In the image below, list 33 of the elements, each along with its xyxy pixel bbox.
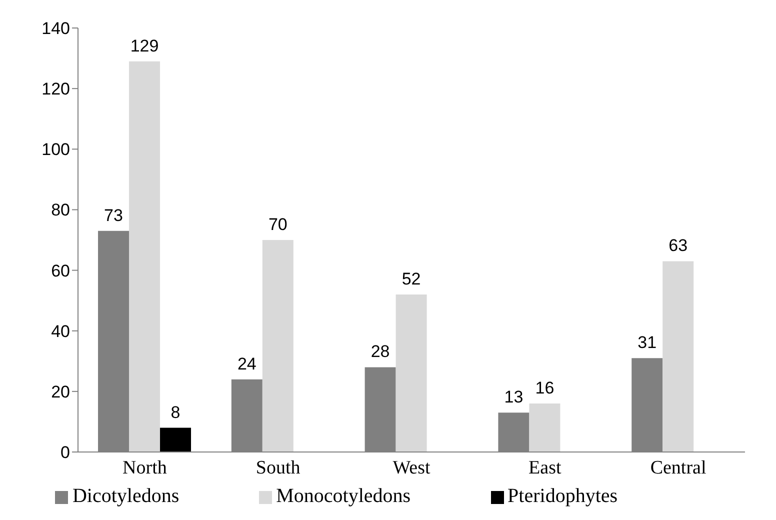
data-label: 63 xyxy=(668,236,688,256)
data-label: 28 xyxy=(370,342,390,362)
y-tick-label: 0 xyxy=(60,443,70,462)
data-label: 31 xyxy=(638,333,657,352)
legend-label: Monocotyledons xyxy=(276,485,411,507)
legend-label: Dicotyledons xyxy=(72,485,180,507)
data-label: 129 xyxy=(130,36,159,56)
data-label: 8 xyxy=(170,402,180,422)
data-label: 52 xyxy=(402,270,421,289)
x-tick-label: North xyxy=(122,457,168,478)
data-label: 73 xyxy=(104,206,123,225)
data-label: 16 xyxy=(535,378,554,398)
data-label: 13 xyxy=(504,388,524,407)
y-tick-label: 140 xyxy=(42,19,70,38)
bar xyxy=(129,61,160,452)
y-tick-label: 40 xyxy=(51,322,70,341)
y-tick-label: 60 xyxy=(51,261,70,280)
x-tick-label: West xyxy=(392,457,431,478)
y-tick-label: 120 xyxy=(42,80,70,99)
bar xyxy=(396,294,427,452)
bar xyxy=(262,240,294,452)
x-tick-label: South xyxy=(256,457,301,478)
legend-label: Pteridophytes xyxy=(508,485,618,507)
y-tick-label: 80 xyxy=(51,200,70,220)
y-tick-label: 100 xyxy=(42,140,70,160)
bar xyxy=(662,261,694,452)
bar xyxy=(529,404,560,452)
bar xyxy=(160,428,192,452)
data-label: 24 xyxy=(237,354,256,374)
data-label: 70 xyxy=(268,215,288,234)
x-tick-label: East xyxy=(528,457,562,478)
y-tick-label: 20 xyxy=(51,382,70,402)
x-tick-label: Central xyxy=(650,457,706,478)
